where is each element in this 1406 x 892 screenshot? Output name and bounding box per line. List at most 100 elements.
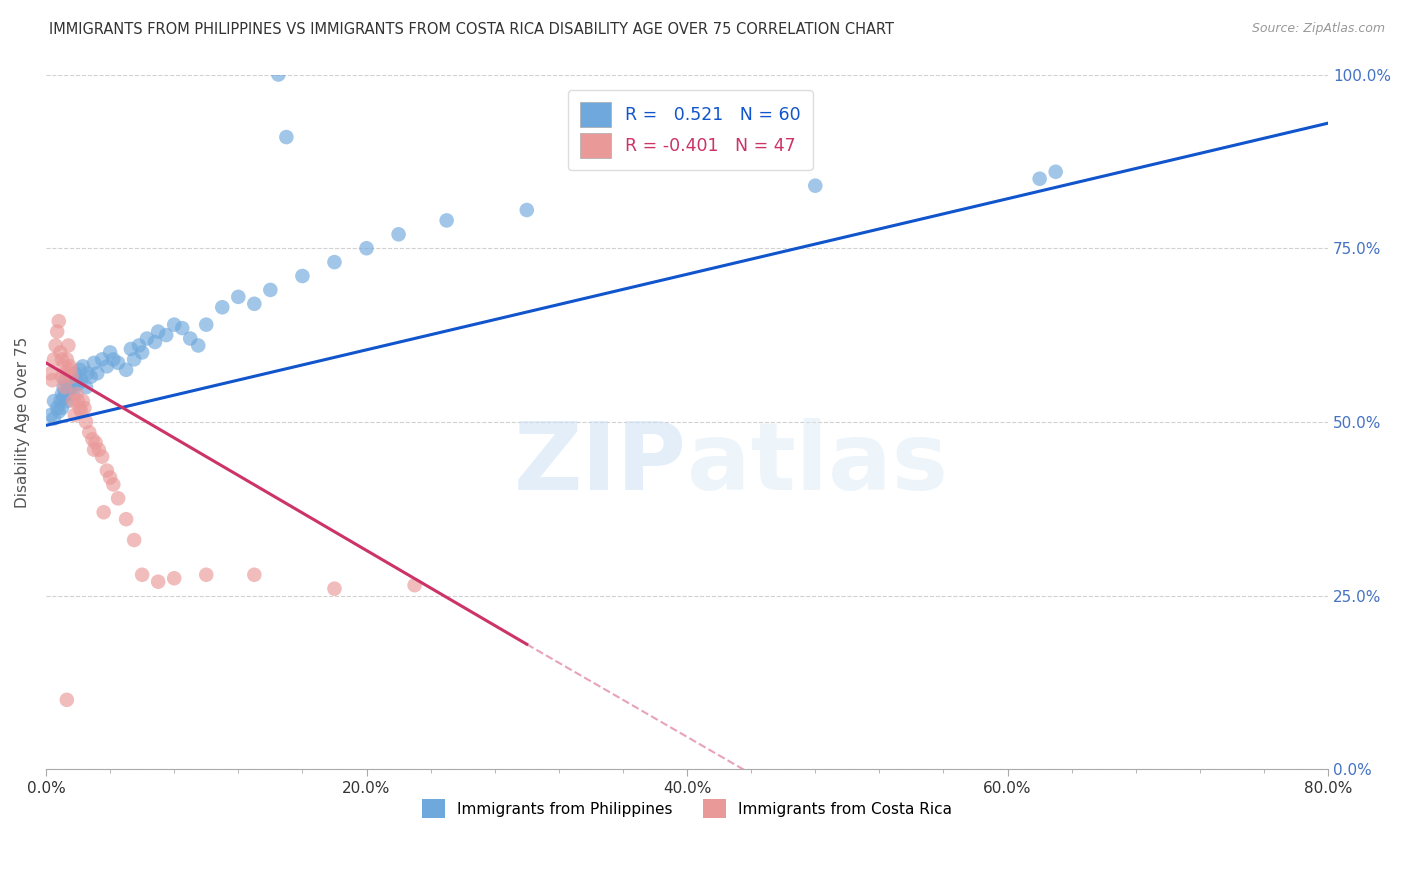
Point: [96, 464, 118, 478]
Point: [259, 283, 281, 297]
Point: [76, 366, 98, 380]
Point: [83, 356, 105, 370]
Point: [143, 334, 166, 349]
Point: [107, 356, 129, 370]
Point: [131, 567, 153, 582]
Point: [80, 369, 103, 384]
Point: [72, 359, 94, 374]
Point: [163, 571, 186, 585]
Point: [115, 363, 138, 377]
Point: [226, 290, 249, 304]
Point: [66, 376, 89, 391]
Point: [56, 352, 79, 367]
Point: [56, 693, 79, 707]
Point: [96, 359, 118, 374]
Point: [72, 394, 94, 409]
Point: [128, 338, 150, 352]
Point: [323, 255, 346, 269]
Point: [66, 394, 89, 409]
Point: [63, 366, 86, 380]
Point: [59, 359, 82, 374]
Point: [84, 435, 107, 450]
Point: [60, 369, 83, 384]
Point: [62, 394, 84, 409]
Text: atlas: atlas: [688, 417, 948, 509]
Point: [387, 227, 409, 242]
Text: IMMIGRANTS FROM PHILIPPINES VS IMMIGRANTS FROM COSTA RICA DISABILITY AGE OVER 75: IMMIGRANTS FROM PHILIPPINES VS IMMIGRANT…: [49, 22, 894, 37]
Point: [42, 394, 65, 409]
Point: [93, 505, 115, 519]
Point: [120, 342, 142, 356]
Point: [107, 491, 129, 506]
Point: [75, 380, 97, 394]
Point: [291, 268, 314, 283]
Point: [52, 359, 75, 374]
Point: [69, 363, 91, 377]
Point: [58, 338, 80, 352]
Point: [1028, 171, 1050, 186]
Point: [65, 387, 87, 401]
Point: [404, 578, 426, 592]
Point: [59, 363, 82, 377]
Point: [1045, 165, 1067, 179]
Point: [131, 345, 153, 359]
Point: [58, 380, 80, 394]
Point: [51, 352, 73, 367]
Point: [53, 366, 76, 380]
Point: [146, 325, 169, 339]
Point: [103, 477, 125, 491]
Point: [436, 213, 458, 227]
Point: [243, 297, 266, 311]
Point: [46, 401, 69, 415]
Point: [48, 314, 70, 328]
Point: [115, 512, 138, 526]
Point: [45, 338, 67, 352]
Point: [59, 369, 82, 384]
Point: [52, 391, 75, 405]
Point: [48, 404, 70, 418]
Point: [276, 130, 298, 145]
Text: Source: ZipAtlas.com: Source: ZipAtlas.com: [1251, 22, 1385, 36]
Text: ZIP: ZIP: [515, 417, 688, 509]
Point: [39, 408, 62, 422]
Point: [179, 332, 201, 346]
Point: [63, 408, 86, 422]
Point: [103, 352, 125, 367]
Point: [41, 373, 63, 387]
Point: [53, 373, 76, 387]
Point: [65, 373, 87, 387]
Point: [195, 567, 218, 582]
Point: [323, 582, 346, 596]
Legend: Immigrants from Philippines, Immigrants from Costa Rica: Immigrants from Philippines, Immigrants …: [416, 793, 959, 824]
Point: [46, 325, 69, 339]
Point: [136, 332, 159, 346]
Point: [70, 373, 93, 387]
Point: [42, 352, 65, 367]
Point: [91, 352, 114, 367]
Point: [60, 380, 83, 394]
Point: [42, 411, 65, 425]
Point: [70, 404, 93, 418]
Point: [62, 387, 84, 401]
Point: [122, 352, 145, 367]
Point: [91, 450, 114, 464]
Point: [39, 366, 62, 380]
Point: [49, 394, 72, 409]
Point: [77, 425, 100, 440]
Point: [51, 387, 73, 401]
Point: [73, 401, 96, 415]
Point: [122, 533, 145, 547]
Point: [98, 345, 121, 359]
Point: [83, 442, 105, 457]
Point: [195, 318, 218, 332]
Point: [86, 366, 108, 380]
Y-axis label: Disability Age Over 75: Disability Age Over 75: [15, 336, 30, 508]
Point: [172, 321, 194, 335]
Point: [51, 369, 73, 384]
Point: [87, 442, 110, 457]
Point: [52, 380, 75, 394]
Point: [356, 241, 378, 255]
Point: [49, 345, 72, 359]
Point: [163, 318, 186, 332]
Point: [53, 380, 76, 394]
